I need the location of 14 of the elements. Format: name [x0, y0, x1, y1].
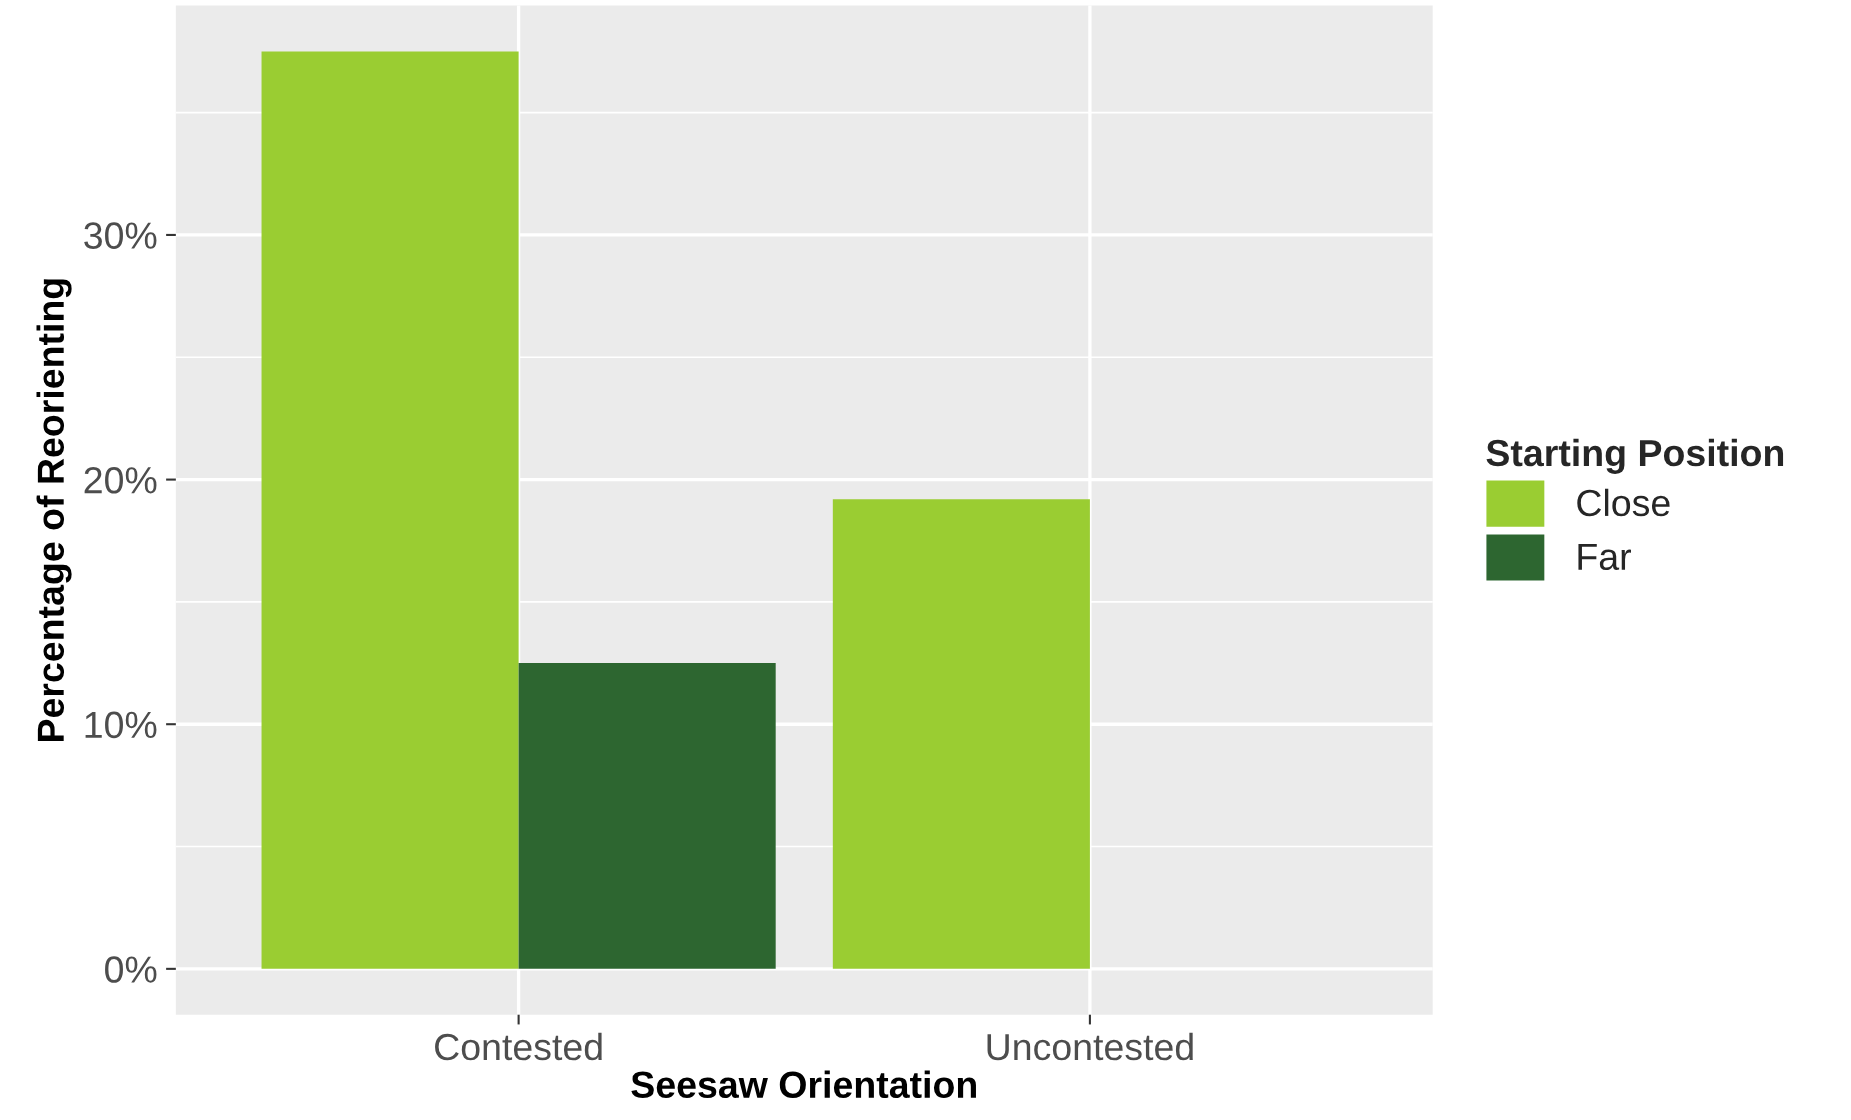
y-tick-label: 20%: [84, 466, 157, 494]
y-tick-label: 30%: [84, 222, 157, 249]
x-tick-label: Contested: [435, 1032, 602, 1061]
x-axis-title: Seesaw Orientation: [631, 1070, 976, 1099]
legend-label: Close: [1577, 488, 1670, 517]
bar: [832, 499, 1090, 969]
legend-title: Starting Position: [1486, 438, 1784, 474]
bar: [518, 663, 776, 969]
y-tick-label: 10%: [85, 711, 157, 739]
x-tick-label: Uncontested: [987, 1032, 1193, 1061]
legend-label: Far: [1578, 543, 1632, 571]
bar: [261, 51, 519, 969]
y-tick-label: 0%: [105, 956, 157, 983]
y-axis-title: Percentage of Reorienting: [36, 279, 72, 742]
